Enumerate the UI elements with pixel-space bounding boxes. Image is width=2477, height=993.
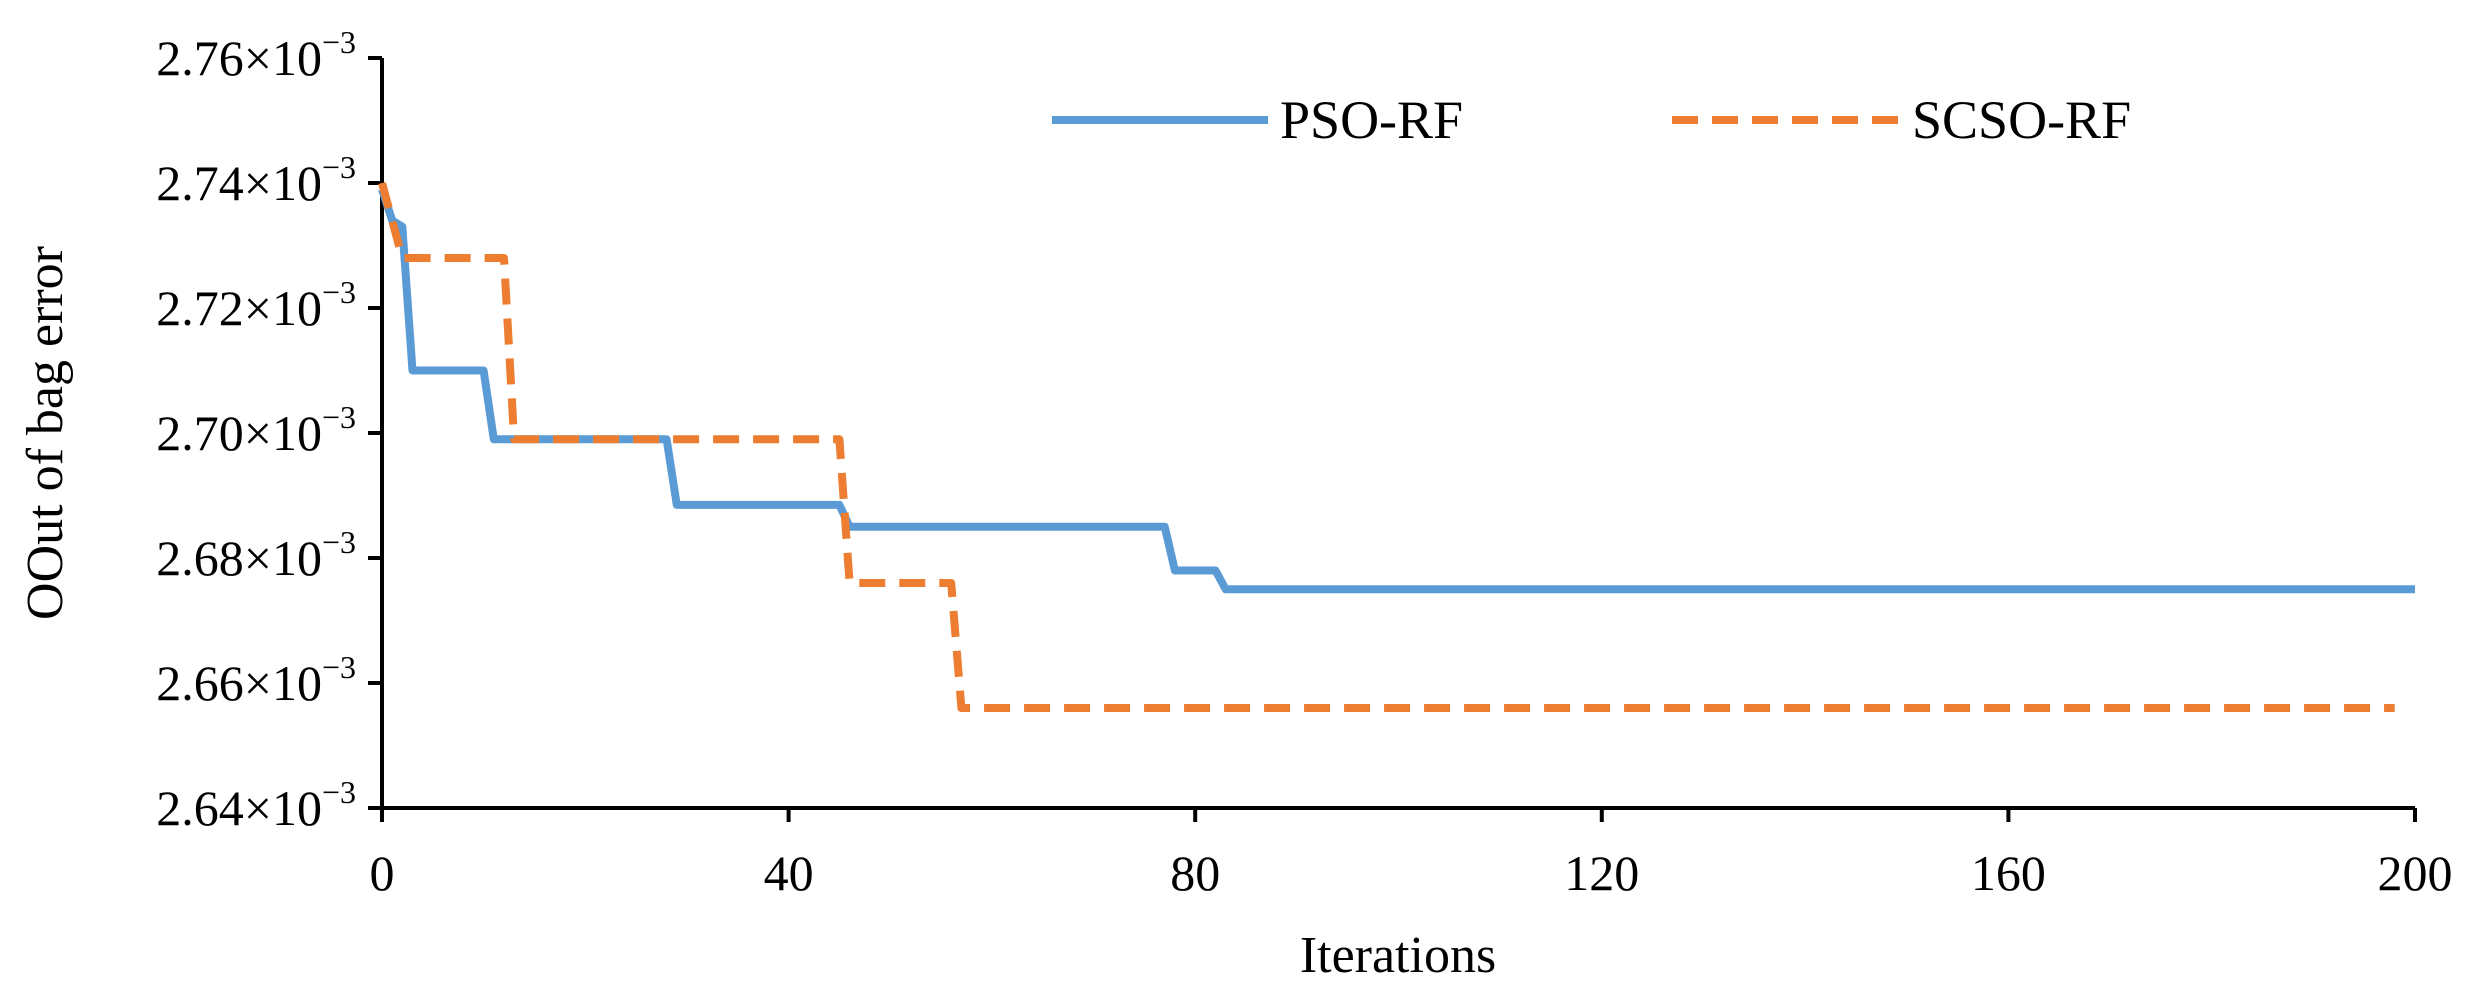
y-tick-label: 2.72×10−3	[156, 274, 356, 336]
legend-label-pso-rf: PSO-RF	[1280, 90, 1463, 150]
series-line-scso-rf	[378, 181, 2395, 712]
legend: PSO-RF SCSO-RF	[1052, 90, 2131, 150]
x-tick-label: 40	[764, 845, 814, 901]
series-layer	[378, 181, 2415, 712]
x-tick-label: 200	[2378, 845, 2453, 901]
y-tick-label: 2.68×10−3	[156, 524, 356, 586]
x-ticks: 0 40 80 120 160 200	[370, 808, 2453, 901]
x-tick-label: 160	[1971, 845, 2046, 901]
series-line-pso-rf	[378, 187, 2415, 594]
y-tick-label: 2.74×10−3	[156, 149, 356, 211]
x-axis-title: Iterations	[1300, 927, 1496, 984]
y-ticks: 2.64×10−3 2.66×10−3 2.68×10−3 2.70×10−3 2.72…	[156, 24, 382, 836]
y-axis-title: OOut of bag error	[17, 246, 74, 620]
legend-label-scso-rf: SCSO-RF	[1912, 90, 2131, 150]
x-tick-label: 80	[1170, 845, 1220, 901]
x-tick-label: 0	[370, 845, 395, 901]
y-tick-label: 2.76×10−3	[156, 24, 356, 86]
y-tick-label: 2.70×10−3	[156, 399, 356, 461]
y-tick-label: 2.66×10−3	[156, 649, 356, 711]
y-tick-label: 2.64×10−3	[156, 774, 356, 836]
x-tick-label: 120	[1564, 845, 1639, 901]
